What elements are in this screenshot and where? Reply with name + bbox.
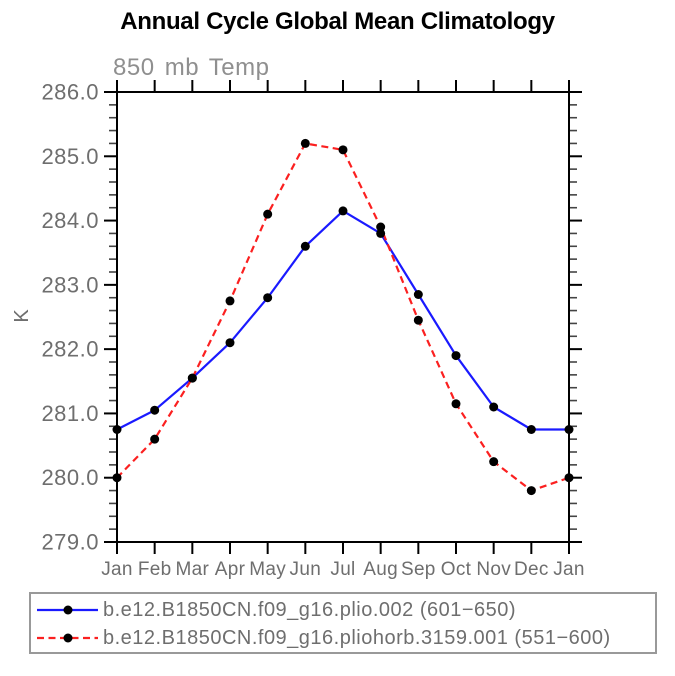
legend-label-series2: b.e12.B1850CN.f09_g16.pliohorb.3159.001 … xyxy=(103,626,611,649)
x-tick-label: Jun xyxy=(290,559,322,580)
y-tick-label: 279.0 xyxy=(41,530,99,555)
data-point-series2 xyxy=(150,434,160,444)
x-tick-label: Mar xyxy=(176,559,210,580)
data-point-series1 xyxy=(489,402,499,412)
data-point-series1 xyxy=(112,425,122,434)
plot-frame xyxy=(116,91,570,543)
legend-label-series1: b.e12.B1850CN.f09_g16.plio.002 (601−650) xyxy=(103,598,517,621)
x-tick-label: Nov xyxy=(476,559,511,580)
data-point-series1 xyxy=(338,206,348,216)
chart-title: Annual Cycle Global Mean Climatology xyxy=(120,8,555,35)
legend-marker-dot xyxy=(63,633,73,643)
legend: b.e12.B1850CN.f09_g16.plio.002 (601−650)… xyxy=(29,592,657,654)
legend-marker-dot xyxy=(63,605,73,615)
legend-sample-solid-line xyxy=(37,605,98,615)
data-point-series1 xyxy=(225,338,235,348)
data-point-series2 xyxy=(451,399,461,409)
x-tick-label: May xyxy=(249,559,286,580)
data-point-series2 xyxy=(112,473,122,483)
data-point-series2 xyxy=(225,296,235,306)
data-point-series1 xyxy=(376,228,386,238)
legend-sample-dashed-line xyxy=(37,633,98,643)
data-point-series2 xyxy=(187,373,197,383)
y-tick-label: 282.0 xyxy=(41,337,99,362)
x-tick-label: Sep xyxy=(401,559,436,580)
data-point-series2 xyxy=(489,457,499,467)
data-point-series1 xyxy=(300,241,310,251)
series-line-2 xyxy=(116,142,570,492)
y-tick-label: 280.0 xyxy=(41,465,99,490)
chart-subtitle: 850 mb Temp xyxy=(113,54,270,81)
data-point-series2 xyxy=(263,209,273,219)
x-tick-label: Dec xyxy=(514,559,549,580)
y-tick-label: 284.0 xyxy=(41,208,99,233)
legend-item-series1: b.e12.B1850CN.f09_g16.plio.002 (601−650) xyxy=(31,597,516,623)
data-point-series1 xyxy=(263,293,273,303)
x-tick-label: Feb xyxy=(138,559,172,580)
data-point-series2 xyxy=(526,486,536,496)
data-point-series1 xyxy=(413,290,423,299)
y-tick-label: 283.0 xyxy=(41,272,99,297)
y-tick-label: 281.0 xyxy=(41,401,99,426)
data-point-series1 xyxy=(451,351,461,361)
data-point-series1 xyxy=(564,425,574,434)
y-tick-label: 285.0 xyxy=(41,144,99,169)
series-line-1 xyxy=(116,209,569,431)
data-point-series2 xyxy=(564,473,574,483)
x-tick-label: Oct xyxy=(441,559,472,580)
data-point-series2 xyxy=(300,138,310,148)
legend-item-series2: b.e12.B1850CN.f09_g16.pliohorb.3159.001 … xyxy=(31,625,611,651)
data-point-series1 xyxy=(150,405,160,415)
y-tick-label: 286.0 xyxy=(41,80,99,105)
data-point-series2 xyxy=(376,222,386,232)
x-tick-label: Jan xyxy=(553,559,585,580)
x-tick-label: Jan xyxy=(101,559,133,580)
data-point-series2 xyxy=(338,145,348,155)
x-tick-label: Apr xyxy=(215,559,246,580)
x-tick-label: Aug xyxy=(363,559,398,580)
x-tick-label: Jul xyxy=(330,559,355,580)
data-point-series1 xyxy=(526,425,536,434)
data-point-series2 xyxy=(413,315,423,325)
